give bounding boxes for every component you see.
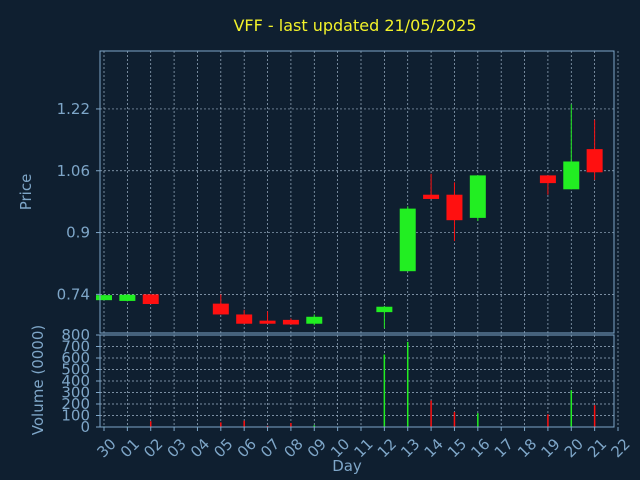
x-tick-label: 04	[187, 435, 213, 461]
volume-frame-rect	[99, 334, 615, 428]
candle-body	[282, 319, 299, 325]
price-axes-frame	[99, 50, 615, 334]
candle-body	[469, 175, 486, 218]
candle-body	[423, 194, 440, 199]
x-tick-label: 14	[421, 435, 447, 461]
candle-body	[376, 306, 393, 313]
candle-body	[446, 194, 463, 221]
x-tick-label: 12	[374, 435, 400, 461]
volume-bars	[103, 341, 596, 427]
volume-y-axis-label: Volume (0000)	[29, 325, 47, 435]
chart-title: VFF - last updated 21/05/2025	[233, 16, 476, 35]
x-ticks: 3001020304050607080910111213141516171819…	[94, 427, 634, 461]
x-tick-label: 15	[444, 435, 470, 461]
x-tick-label: 21	[584, 435, 610, 461]
volume-y-tick-label: 700	[61, 338, 90, 356]
x-tick-label: 20	[561, 435, 587, 461]
price-y-axis-label: Price	[17, 174, 35, 211]
volume-bar	[406, 341, 409, 427]
x-tick-label: 16	[467, 435, 493, 461]
volume-y-tick-label: 600	[61, 349, 90, 367]
volume-bar	[383, 354, 386, 427]
x-tick-label: 01	[117, 435, 143, 461]
candle-body	[306, 316, 323, 324]
volume-bar	[243, 420, 245, 427]
price-y-tick-label: 1.06	[57, 162, 90, 180]
volume-y-tick-label: 100	[61, 407, 90, 425]
volume-grid	[100, 334, 619, 428]
volume-bar	[266, 425, 269, 427]
price-candles	[96, 104, 603, 329]
volume-axes-frame	[99, 334, 615, 428]
candle-body	[236, 314, 253, 324]
volume-bar	[290, 422, 292, 427]
x-tick-label: 05	[210, 435, 236, 461]
x-tick-label: 22	[608, 435, 634, 461]
volume-bar	[149, 421, 152, 427]
x-tick-label: 17	[491, 435, 517, 461]
x-tick-label: 18	[514, 435, 540, 461]
price-grid	[100, 51, 619, 333]
x-tick-label: 19	[537, 435, 563, 461]
volume-y-tick-label: 0	[80, 418, 90, 436]
price-y-ticks: 0.74 0.9 1.06 1.22	[57, 100, 100, 303]
x-tick-label: 07	[257, 435, 283, 461]
candle-body	[142, 294, 159, 305]
volume-bar	[570, 390, 573, 427]
volume-bar	[430, 400, 432, 427]
candle-body	[212, 303, 229, 315]
volume-bar	[453, 412, 456, 427]
volume-y-tick-label: 200	[61, 395, 90, 413]
candle-body	[259, 320, 276, 324]
candle-body	[563, 161, 580, 190]
price-frame-rect	[99, 50, 615, 334]
price-y-tick-label: 0.74	[57, 285, 90, 303]
volume-bar	[593, 405, 596, 427]
candle-body	[96, 295, 112, 301]
volume-y-tick-label: 400	[61, 372, 90, 390]
volume-y-tick-label: 300	[61, 384, 90, 402]
candle-body	[399, 208, 416, 272]
x-tick-label: 30	[94, 435, 120, 461]
price-y-tick-label: 1.22	[57, 100, 90, 118]
candle-body	[586, 149, 603, 173]
volume-y-tick-label: 500	[61, 361, 90, 379]
x-axis-label: Day	[332, 457, 362, 475]
x-tick-label: 13	[397, 435, 423, 461]
price-y-tick-label: 0.9	[66, 224, 90, 242]
candle-body	[539, 175, 556, 184]
volume-bar	[313, 425, 316, 427]
volume-bar	[477, 413, 479, 427]
x-tick-label: 06	[234, 435, 260, 461]
volume-y-tick-label: 800	[61, 326, 90, 344]
x-tick-label: 09	[304, 435, 330, 461]
volume-bar	[220, 422, 222, 427]
volume-bar	[547, 414, 549, 427]
x-tick-label: 02	[140, 435, 166, 461]
x-tick-label: 08	[280, 435, 306, 461]
x-tick-label: 03	[164, 435, 190, 461]
candle-body	[119, 294, 136, 301]
